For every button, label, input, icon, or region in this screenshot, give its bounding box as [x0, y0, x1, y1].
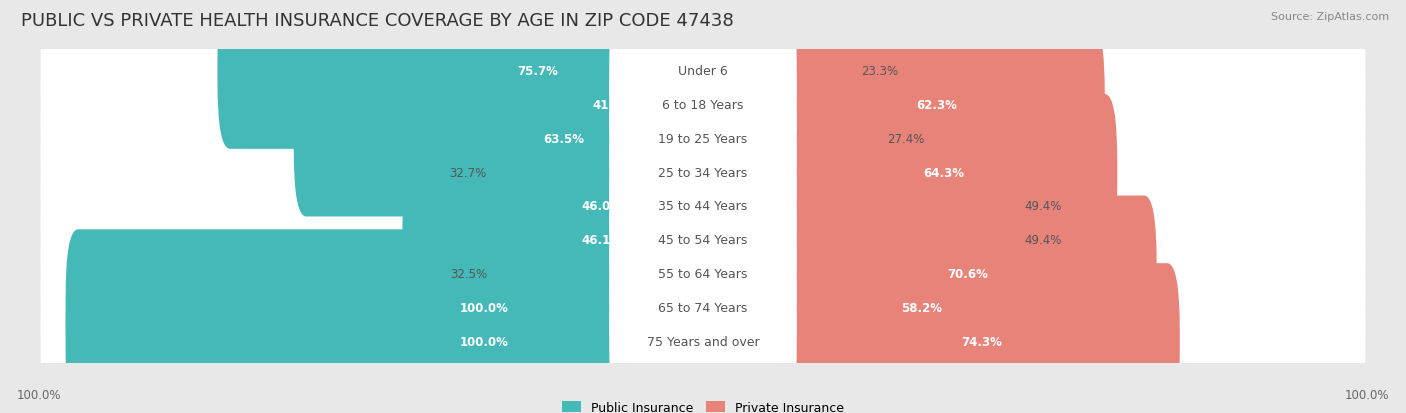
- Text: 19 to 25 Years: 19 to 25 Years: [658, 133, 748, 145]
- FancyBboxPatch shape: [46, 156, 1360, 190]
- FancyBboxPatch shape: [488, 196, 716, 352]
- Text: 6 to 18 Years: 6 to 18 Years: [662, 99, 744, 112]
- FancyBboxPatch shape: [609, 97, 797, 248]
- FancyBboxPatch shape: [433, 27, 716, 183]
- FancyBboxPatch shape: [46, 223, 1360, 257]
- FancyBboxPatch shape: [46, 291, 1360, 325]
- Text: Source: ZipAtlas.com: Source: ZipAtlas.com: [1271, 12, 1389, 22]
- FancyBboxPatch shape: [41, 27, 1365, 183]
- Text: 41.3%: 41.3%: [592, 99, 633, 112]
- Text: 64.3%: 64.3%: [924, 166, 965, 179]
- FancyBboxPatch shape: [609, 131, 797, 282]
- FancyBboxPatch shape: [609, 233, 797, 383]
- FancyBboxPatch shape: [46, 325, 1360, 358]
- FancyBboxPatch shape: [690, 162, 1024, 318]
- Text: 35 to 44 Years: 35 to 44 Years: [658, 200, 748, 213]
- FancyBboxPatch shape: [46, 88, 1360, 122]
- FancyBboxPatch shape: [46, 257, 1360, 291]
- FancyBboxPatch shape: [609, 266, 797, 413]
- FancyBboxPatch shape: [609, 165, 797, 316]
- FancyBboxPatch shape: [690, 0, 860, 150]
- Legend: Public Insurance, Private Insurance: Public Insurance, Private Insurance: [562, 401, 844, 413]
- Text: 27.4%: 27.4%: [887, 133, 924, 145]
- FancyBboxPatch shape: [690, 95, 1118, 251]
- FancyBboxPatch shape: [46, 55, 1360, 88]
- FancyBboxPatch shape: [66, 230, 716, 386]
- FancyBboxPatch shape: [609, 0, 797, 147]
- FancyBboxPatch shape: [41, 230, 1365, 386]
- Text: 46.1%: 46.1%: [582, 234, 623, 247]
- Text: 63.5%: 63.5%: [544, 133, 585, 145]
- FancyBboxPatch shape: [41, 196, 1365, 352]
- FancyBboxPatch shape: [690, 27, 1105, 183]
- FancyBboxPatch shape: [690, 128, 1024, 285]
- Text: 75 Years and over: 75 Years and over: [647, 335, 759, 348]
- Text: 45 to 54 Years: 45 to 54 Years: [658, 234, 748, 247]
- FancyBboxPatch shape: [46, 190, 1360, 223]
- Text: 65 to 74 Years: 65 to 74 Years: [658, 301, 748, 314]
- Text: 75.7%: 75.7%: [517, 65, 558, 78]
- FancyBboxPatch shape: [690, 230, 1080, 386]
- Text: PUBLIC VS PRIVATE HEALTH INSURANCE COVERAGE BY AGE IN ZIP CODE 47438: PUBLIC VS PRIVATE HEALTH INSURANCE COVER…: [21, 12, 734, 30]
- Text: 74.3%: 74.3%: [962, 335, 1002, 348]
- FancyBboxPatch shape: [404, 128, 716, 285]
- FancyBboxPatch shape: [41, 162, 1365, 318]
- FancyBboxPatch shape: [690, 263, 1180, 413]
- Text: 58.2%: 58.2%: [901, 301, 942, 314]
- FancyBboxPatch shape: [609, 64, 797, 214]
- Text: 100.0%: 100.0%: [460, 301, 509, 314]
- Text: 62.3%: 62.3%: [917, 99, 957, 112]
- Text: 32.5%: 32.5%: [450, 268, 488, 280]
- Text: 49.4%: 49.4%: [1024, 234, 1062, 247]
- Text: 55 to 64 Years: 55 to 64 Years: [658, 268, 748, 280]
- Text: Under 6: Under 6: [678, 65, 728, 78]
- Text: 23.3%: 23.3%: [860, 65, 898, 78]
- FancyBboxPatch shape: [294, 61, 716, 217]
- FancyBboxPatch shape: [402, 162, 716, 318]
- FancyBboxPatch shape: [41, 128, 1365, 285]
- FancyBboxPatch shape: [609, 30, 797, 180]
- FancyBboxPatch shape: [486, 95, 716, 251]
- FancyBboxPatch shape: [41, 95, 1365, 251]
- FancyBboxPatch shape: [41, 0, 1365, 150]
- Text: 70.6%: 70.6%: [948, 268, 988, 280]
- Text: 25 to 34 Years: 25 to 34 Years: [658, 166, 748, 179]
- FancyBboxPatch shape: [218, 0, 716, 150]
- Text: 32.7%: 32.7%: [449, 166, 486, 179]
- FancyBboxPatch shape: [690, 196, 1157, 352]
- FancyBboxPatch shape: [690, 61, 887, 217]
- FancyBboxPatch shape: [46, 122, 1360, 156]
- FancyBboxPatch shape: [66, 263, 716, 413]
- Text: 100.0%: 100.0%: [1344, 388, 1389, 401]
- Text: 100.0%: 100.0%: [460, 335, 509, 348]
- FancyBboxPatch shape: [609, 199, 797, 349]
- FancyBboxPatch shape: [41, 61, 1365, 217]
- Text: 49.4%: 49.4%: [1024, 200, 1062, 213]
- FancyBboxPatch shape: [41, 263, 1365, 413]
- Text: 100.0%: 100.0%: [17, 388, 62, 401]
- Text: 46.0%: 46.0%: [582, 200, 623, 213]
